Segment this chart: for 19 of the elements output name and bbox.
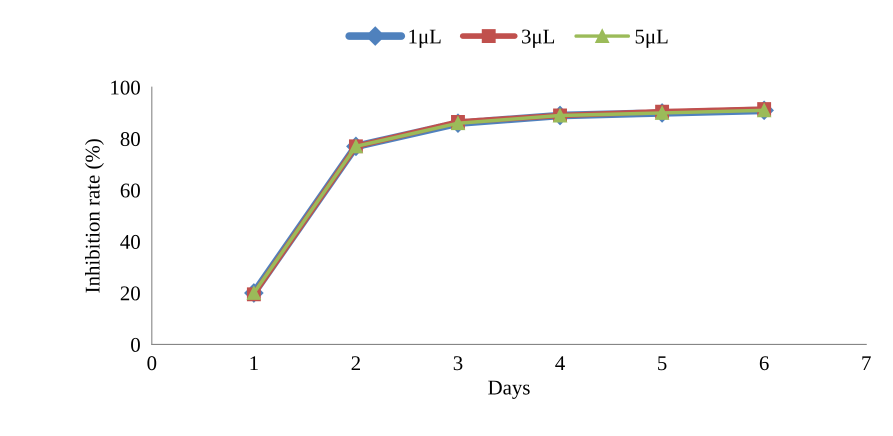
x-tick-label: 2 — [352, 356, 360, 370]
x-tick-label: 1 — [250, 356, 258, 370]
y-tick-label: 20 — [120, 286, 140, 300]
y-axis-title: Inhibition rate (%) — [85, 139, 104, 293]
y-tick-label: 100 — [111, 80, 140, 95]
x-tick-label: 0 — [147, 356, 156, 370]
x-tick-label: 4 — [555, 356, 565, 370]
legend-label: 1μL — [409, 30, 441, 48]
x-tick-label: 6 — [760, 356, 769, 370]
legend-label: 3μL — [522, 30, 554, 48]
y-tick-label: 40 — [120, 234, 140, 249]
x-axis-title: Days — [488, 380, 530, 399]
y-tick-label: 60 — [120, 183, 140, 198]
legend-label: 5μL — [636, 30, 668, 48]
y-tick-label: 0 — [131, 338, 140, 352]
x-tick-label: 5 — [658, 356, 666, 370]
y-tick-label: 80 — [120, 132, 140, 146]
x-tick-label: 3 — [454, 356, 462, 370]
x-tick-label: 7 — [862, 356, 871, 370]
